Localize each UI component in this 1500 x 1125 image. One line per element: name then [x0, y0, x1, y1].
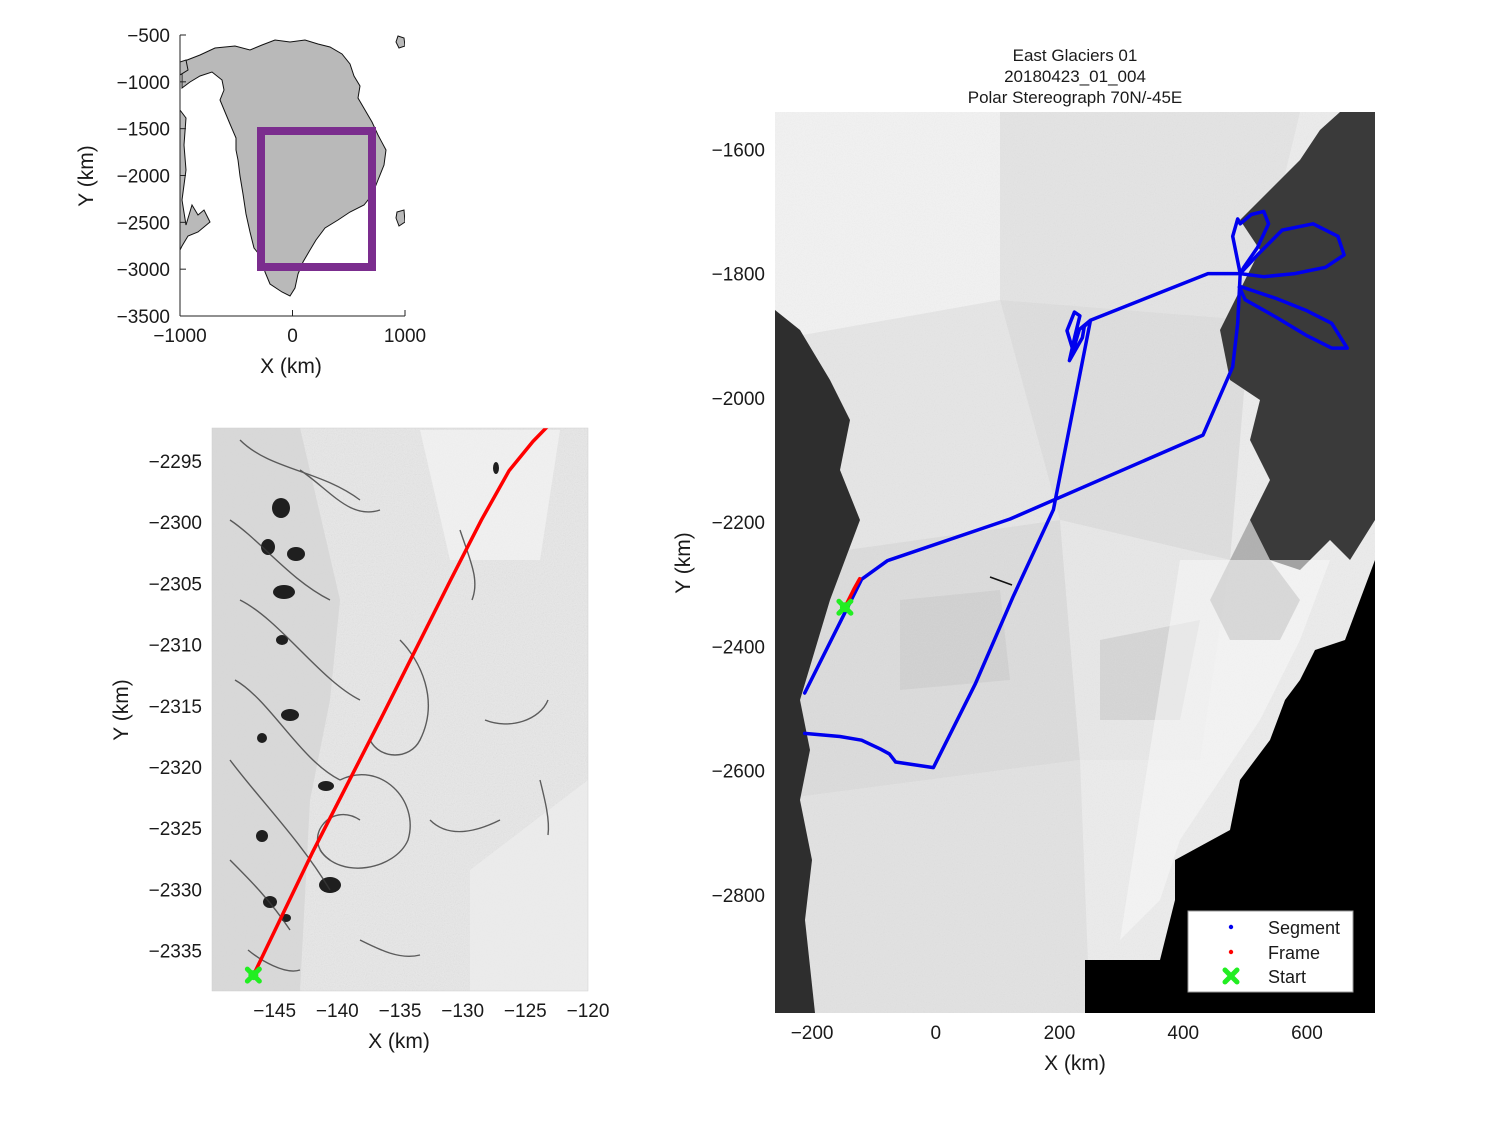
segment-xtick-label: 600: [1291, 1023, 1323, 1044]
segment-ytick-label: −2000: [712, 389, 765, 410]
overview-ytick-label: −500: [127, 26, 170, 47]
overview-xlabel: X (km): [260, 355, 322, 378]
segment-xtick-label: 400: [1167, 1023, 1199, 1044]
title-line-3: Polar Stereograph 70N/-45E: [968, 88, 1183, 107]
svalbard-island: [395, 35, 405, 227]
segment-xlabel: X (km): [1044, 1052, 1106, 1075]
frame-start-point: [244, 966, 262, 984]
legend-segment-marker: [1228, 924, 1234, 930]
title-line-1: East Glaciers 01: [1013, 46, 1138, 65]
frame-ytick-label: −2300: [149, 513, 202, 534]
legend: Segment Frame Start: [1187, 910, 1354, 993]
greenland-landmass: [181, 39, 387, 297]
title-line-2: 20180423_01_004: [1004, 67, 1146, 86]
overview-ytick-label: −2500: [117, 213, 170, 234]
frame-ytick-label: −2330: [149, 880, 202, 901]
overview-ylabel: Y (km): [75, 145, 98, 206]
coastal-brightness: [1120, 560, 1330, 940]
segment-map: East Glaciers 01 20180423_01_004 Polar S…: [672, 46, 1375, 1075]
frame-xticks: −145 −140 −135 −130 −125 −120: [253, 1001, 609, 1022]
overview-map: −1000 0 1000 −500 −1000 −1500 −2000 −2500 −3000…: [75, 26, 426, 378]
legend-start-label: Start: [1268, 967, 1306, 987]
frame-xtick-label: −120: [567, 1001, 610, 1022]
segment-start-marker: [836, 598, 854, 616]
frame-darker-imagery: [212, 428, 340, 991]
frame-tile-edge: [470, 780, 588, 991]
ice-channels: [229, 439, 550, 972]
segment-ytick-label: −2800: [712, 886, 765, 907]
frame-ytick-label: −2335: [149, 942, 202, 963]
overview-xtick-label: −1000: [153, 326, 206, 347]
legend-frame-label: Frame: [1268, 943, 1320, 963]
legend-frame-marker: [1228, 949, 1234, 955]
overview-ytick-label: −3500: [117, 307, 170, 328]
frame-ytick-label: −2325: [149, 819, 202, 840]
frame-xtick-label: −130: [441, 1001, 484, 1022]
segment-xticks: −200 0 200 400 600: [791, 1023, 1323, 1044]
segment-axes: −200 0 200 400 600 −1600−1800−2000−2200−2400…: [672, 140, 1323, 1075]
frame-track: [251, 428, 549, 977]
segment-ytick-label: −1600: [712, 140, 765, 161]
frame-xlabel: X (km): [368, 1030, 430, 1053]
segment-xtick-label: 0: [931, 1023, 942, 1044]
segment-ytick-label: −2600: [712, 762, 765, 783]
legend-segment-label: Segment: [1268, 918, 1340, 938]
segment-loops: [1230, 209, 1349, 350]
ellesmere-landmass: [180, 59, 211, 251]
legend-box: [1187, 910, 1354, 993]
frame-yticks: −2295 −2300 −2305 −2310 −2315 −2320 −2325 −2330…: [149, 452, 202, 963]
frame-ytick-label: −2320: [149, 758, 202, 779]
east-coast-rock: [1220, 112, 1375, 570]
frame-bright-patch: [420, 430, 560, 560]
frame-axes: −145 −140 −135 −130 −125 −120 −2295 −2300 −2305…: [110, 427, 609, 1053]
supraglacial-lakes: [256, 462, 499, 922]
overview-ytick-label: −1000: [117, 73, 170, 94]
segment-ytick-label: −2400: [712, 637, 765, 658]
overview-axes: −1000 0 1000 −500 −1000 −1500 −2000 −2500 −3000…: [75, 26, 426, 378]
segment-map-area: [775, 112, 1375, 1013]
segment-loop: [1237, 284, 1349, 350]
frame-xtick-label: −140: [316, 1001, 359, 1022]
segment-ytick-label: −1800: [712, 265, 765, 286]
frame-xtick-label: −125: [504, 1001, 547, 1022]
frame-ytick-label: −2305: [149, 574, 202, 595]
overview-ytick-label: −2000: [117, 167, 170, 188]
black-streak: [989, 576, 1013, 586]
segment-ytick-label: −2200: [712, 513, 765, 534]
segment-loop: [1238, 222, 1346, 279]
frame-ylabel: Y (km): [110, 679, 133, 740]
frame-start-marker: [244, 966, 262, 984]
segment-yticks: −1600 −1800 −2000 −2200 −2400 −2600 −2800: [712, 140, 765, 907]
frame-ytick-label: −2315: [149, 697, 202, 718]
frame-xtick-label: −145: [253, 1001, 296, 1022]
legend-start-marker: [1222, 967, 1240, 985]
overview-map-area: [180, 35, 405, 297]
segment-xtick-label: −200: [791, 1023, 834, 1044]
overview-xtick-label: 1000: [384, 326, 426, 347]
overview-region-box: [257, 127, 376, 271]
frame-ytick-label: −2295: [149, 452, 202, 473]
ocean-no-data: [1085, 560, 1375, 1013]
overview-ytick-label: −1500: [117, 120, 170, 141]
segment-track: [802, 271, 1242, 770]
figure-title: East Glaciers 01 20180423_01_004 Polar S…: [968, 46, 1183, 107]
frame-xtick-label: −135: [379, 1001, 422, 1022]
frame-map: −145 −140 −135 −130 −125 −120 −2295 −2300 −2305…: [110, 427, 609, 1053]
frame-ytick-label: −2310: [149, 636, 202, 657]
overview-yticks: −500 −1000 −1500 −2000 −2500 −3000 −3500: [117, 26, 186, 328]
overview-xticks: −1000 0 1000: [153, 310, 426, 347]
segment-ylabel: Y (km): [672, 532, 695, 593]
overview-xtick-label: 0: [287, 326, 298, 347]
segment-xtick-label: 200: [1044, 1023, 1076, 1044]
overview-ytick-label: −3000: [117, 260, 170, 281]
frame-map-area: [212, 428, 588, 991]
segment-start-point: [836, 598, 854, 616]
segment-loop: [1230, 209, 1271, 275]
west-coast-rock: [775, 310, 860, 1013]
